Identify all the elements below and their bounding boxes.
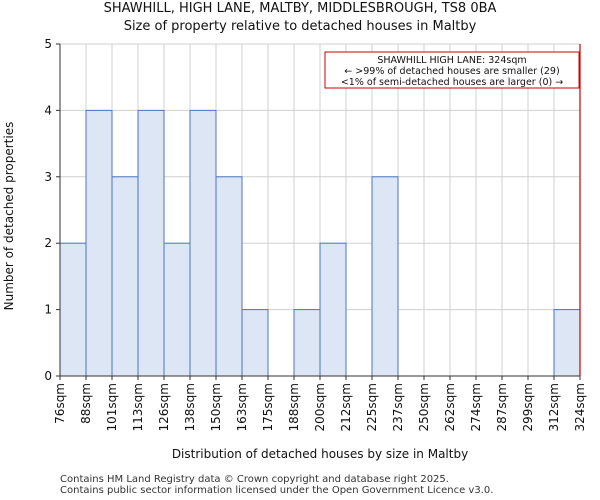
x-tick-label: 237sqm (391, 383, 405, 431)
x-tick-label: 126sqm (157, 383, 171, 431)
x-tick-label: 113sqm (131, 383, 145, 431)
x-tick-label: 262sqm (443, 383, 457, 431)
x-tick-label: 299sqm (521, 383, 535, 431)
y-tick-label: 3 (44, 170, 52, 184)
x-tick-label: 101sqm (105, 383, 119, 431)
bar (371, 176, 399, 377)
footer-line-2: Contains public sector information licen… (60, 485, 494, 496)
chart-title: SHAWHILL, HIGH LANE, MALTBY, MIDDLESBROU… (103, 1, 497, 16)
bar (111, 176, 139, 377)
x-tick-label: 150sqm (209, 383, 223, 431)
x-tick-label: 76sqm (53, 383, 67, 424)
y-tick-label: 5 (44, 37, 52, 51)
y-tick-label: 4 (44, 103, 52, 117)
chart-subtitle: Size of property relative to detached ho… (123, 19, 477, 34)
bar (553, 309, 581, 377)
x-tick-label: 250sqm (417, 383, 431, 431)
bar (163, 242, 191, 377)
footer-line-1: Contains HM Land Registry data © Crown c… (60, 474, 449, 485)
annotation-text: ← >99% of detached houses are smaller (2… (344, 66, 559, 77)
bar (319, 242, 347, 377)
annotation-text: SHAWHILL HIGH LANE: 324sqm (377, 55, 526, 66)
y-tick-label: 0 (44, 369, 52, 383)
bar (59, 242, 87, 377)
y-tick-label: 2 (44, 236, 52, 250)
x-tick-label: 212sqm (339, 383, 353, 431)
x-tick-label: 138sqm (183, 383, 197, 431)
axes: 0 1 2 3 4 5 76sqm 88sqm 101sqm 113sqm 126sqm 138sqm… (44, 37, 587, 431)
annotation-text: <1% of semi-detached houses are larger (… (341, 77, 563, 88)
x-tick-label: 274sqm (469, 383, 483, 431)
x-tick-label: 188sqm (287, 383, 301, 431)
x-tick-label: 287sqm (495, 383, 509, 431)
y-axis-label: Number of detached properties (2, 122, 16, 311)
x-axis-label: Distribution of detached houses by size … (172, 447, 468, 461)
bar (189, 109, 217, 377)
bar (215, 176, 243, 377)
x-tick-label: 225sqm (365, 383, 379, 431)
bar (137, 109, 165, 377)
x-tick-label: 312sqm (547, 383, 561, 431)
bar (293, 309, 321, 377)
bar (241, 309, 269, 377)
chart-svg: 0 1 2 3 4 5 76sqm 88sqm 101sqm 113sqm 126sqm 138sqm… (2, 37, 587, 461)
annotation: SHAWHILL HIGH LANE: 324sqm← >99% of deta… (324, 44, 581, 376)
x-tick-label: 200sqm (313, 383, 327, 431)
x-tick-label: 88sqm (79, 383, 93, 424)
annotation-box (324, 51, 580, 89)
x-tick-label: 175sqm (261, 383, 275, 431)
x-tick-label: 324sqm (573, 383, 587, 431)
bar (85, 109, 113, 377)
y-tick-label: 1 (44, 303, 52, 317)
x-tick-label: 163sqm (235, 383, 249, 431)
